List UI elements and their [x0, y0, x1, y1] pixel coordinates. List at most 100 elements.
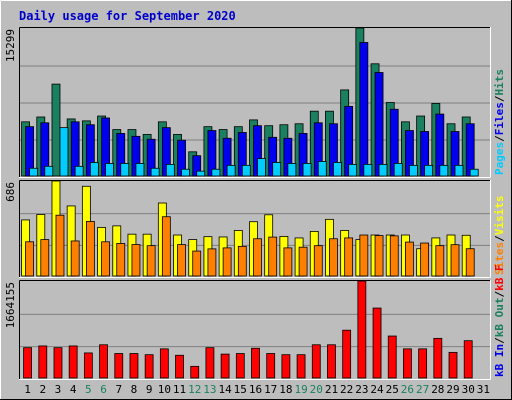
- bar-sites-day-12: [192, 250, 202, 277]
- bar-sites-day-14: [222, 247, 232, 277]
- x-tick-label-day-30: 30: [462, 383, 475, 396]
- bar-kbf-day-20: [311, 344, 321, 379]
- bar-kbf-day-30: [463, 340, 473, 379]
- bar-kbf-day-15: [235, 353, 245, 379]
- bar-kbf-day-26: [403, 348, 412, 379]
- bar-pages-day-23: [363, 163, 373, 177]
- x-tick-label-day-19: 19: [294, 383, 307, 396]
- bar-pages-day-21: [333, 162, 342, 177]
- bar-sites-day-5: [85, 221, 95, 277]
- x-tick-label-day-11: 11: [173, 383, 186, 396]
- x-tick-label-day-7: 7: [115, 383, 122, 396]
- bar-sites-day-18: [283, 247, 293, 277]
- panel-hits-files-pages: 15299 Pages/Files/Hits: [4, 27, 506, 178]
- chart-title: Daily usage for September 2020: [19, 9, 236, 23]
- x-tick-label-day-31: 31: [477, 383, 490, 396]
- bar-kbf-day-11: [175, 354, 184, 379]
- bar-sites-day-1: [25, 241, 34, 277]
- x-tick-label-day-1: 1: [24, 383, 31, 396]
- x-tick-label-day-18: 18: [279, 383, 292, 396]
- bar-pages-day-1: [29, 167, 38, 177]
- bar-sites-day-10: [161, 216, 171, 277]
- bar-pages-day-5: [89, 162, 99, 177]
- bar-kbf-day-28: [433, 337, 443, 379]
- bar-sites-day-20: [313, 245, 323, 277]
- bar-kbf-day-22: [342, 329, 352, 379]
- bar-sites-day-30: [465, 248, 475, 277]
- bar-sites-day-21: [329, 238, 338, 277]
- bar-sites-day-7: [116, 243, 126, 277]
- legend-separator: /: [493, 235, 506, 242]
- bar-pages-day-20: [317, 161, 327, 177]
- bar-kbf-day-29: [448, 351, 458, 379]
- x-tick-label-day-14: 14: [218, 383, 232, 396]
- bar-sites-day-16: [253, 238, 262, 277]
- bar-pages-day-27: [424, 164, 434, 177]
- bar-sites-day-2: [40, 239, 50, 277]
- bar-kbf-day-12: [190, 365, 200, 379]
- bar-pages-day-17: [272, 162, 282, 177]
- bar-kbf-day-17: [266, 353, 276, 379]
- x-tick-label-day-25: 25: [386, 383, 399, 396]
- bar-sites-day-27: [420, 242, 430, 277]
- x-tick-label-day-4: 4: [70, 383, 77, 396]
- bar-kbf-day-9: [144, 354, 154, 379]
- legend-hits-files-pages: Pages/Files/Hits: [493, 69, 506, 175]
- bar-kbf-day-3: [53, 347, 63, 379]
- bar-pages-day-18: [287, 163, 297, 177]
- bar-pages-day-4: [74, 165, 84, 177]
- x-tick-label-day-28: 28: [431, 383, 444, 396]
- bar-pages-day-24: [378, 163, 388, 177]
- x-tick-label-day-20: 20: [310, 383, 323, 396]
- bar-sites-day-28: [435, 245, 445, 277]
- x-tick-label-day-24: 24: [370, 383, 384, 396]
- bar-sites-day-24: [374, 235, 384, 277]
- max-label: 15299: [4, 29, 17, 62]
- bar-sites-day-11: [177, 244, 186, 277]
- x-tick-label-day-12: 12: [188, 383, 201, 396]
- bar-pages-day-11: [181, 168, 190, 177]
- bar-kbf-day-4: [68, 345, 78, 379]
- bar-kbf-day-16: [251, 347, 260, 379]
- max-label: 686: [4, 182, 17, 202]
- bar-kbf-day-18: [281, 354, 291, 379]
- legend-item-kbout: kB Out: [493, 298, 506, 338]
- bar-files-day-24: [374, 72, 384, 177]
- max-label: 1664155: [4, 282, 17, 328]
- bar-sites-day-19: [298, 246, 308, 277]
- bar-pages-day-29: [454, 164, 464, 177]
- bar-kbf-day-21: [327, 344, 336, 379]
- bar-kbf-day-19: [296, 354, 306, 379]
- bar-sites-day-23: [359, 234, 369, 277]
- bar-sites-day-4: [70, 240, 80, 277]
- x-tick-label-day-15: 15: [234, 383, 247, 396]
- bar-pages-day-12: [196, 170, 206, 177]
- legend-separator: /: [493, 135, 506, 142]
- bar-pages-day-8: [135, 163, 145, 177]
- legend-item-kbin: kB In: [493, 344, 506, 377]
- bar-pages-day-2: [44, 165, 54, 177]
- x-tick-label-day-16: 16: [249, 383, 262, 396]
- bar-files-day-30: [465, 123, 475, 177]
- x-tick-label-day-5: 5: [85, 383, 92, 396]
- bar-pages-day-30: [469, 168, 479, 177]
- bar-sites-day-13: [207, 248, 217, 277]
- legend-kbytes: kB In/kB Out/kB F: [493, 264, 506, 377]
- bar-kbf-day-24: [372, 307, 382, 379]
- bar-kbf-day-5: [83, 352, 93, 379]
- legend-item-files: Files: [493, 102, 506, 135]
- bar-kbf-day-23: [357, 280, 367, 379]
- bar-kbf-day-6: [99, 344, 108, 379]
- bar-kbf-day-8: [129, 353, 139, 379]
- bar-pages-day-15: [241, 164, 251, 177]
- bar-kbf-day-1: [23, 347, 32, 379]
- bar-sites-day-17: [268, 236, 278, 277]
- bar-sites-day-15: [237, 245, 247, 277]
- x-tick-label-day-9: 9: [146, 383, 153, 396]
- bar-pages-day-10: [165, 163, 175, 177]
- x-tick-label-day-13: 13: [203, 383, 216, 396]
- bar-sites-day-8: [131, 244, 141, 277]
- bar-kbf-day-7: [114, 353, 124, 379]
- bar-kbf-day-25: [387, 335, 397, 379]
- bar-sites-day-26: [405, 241, 414, 277]
